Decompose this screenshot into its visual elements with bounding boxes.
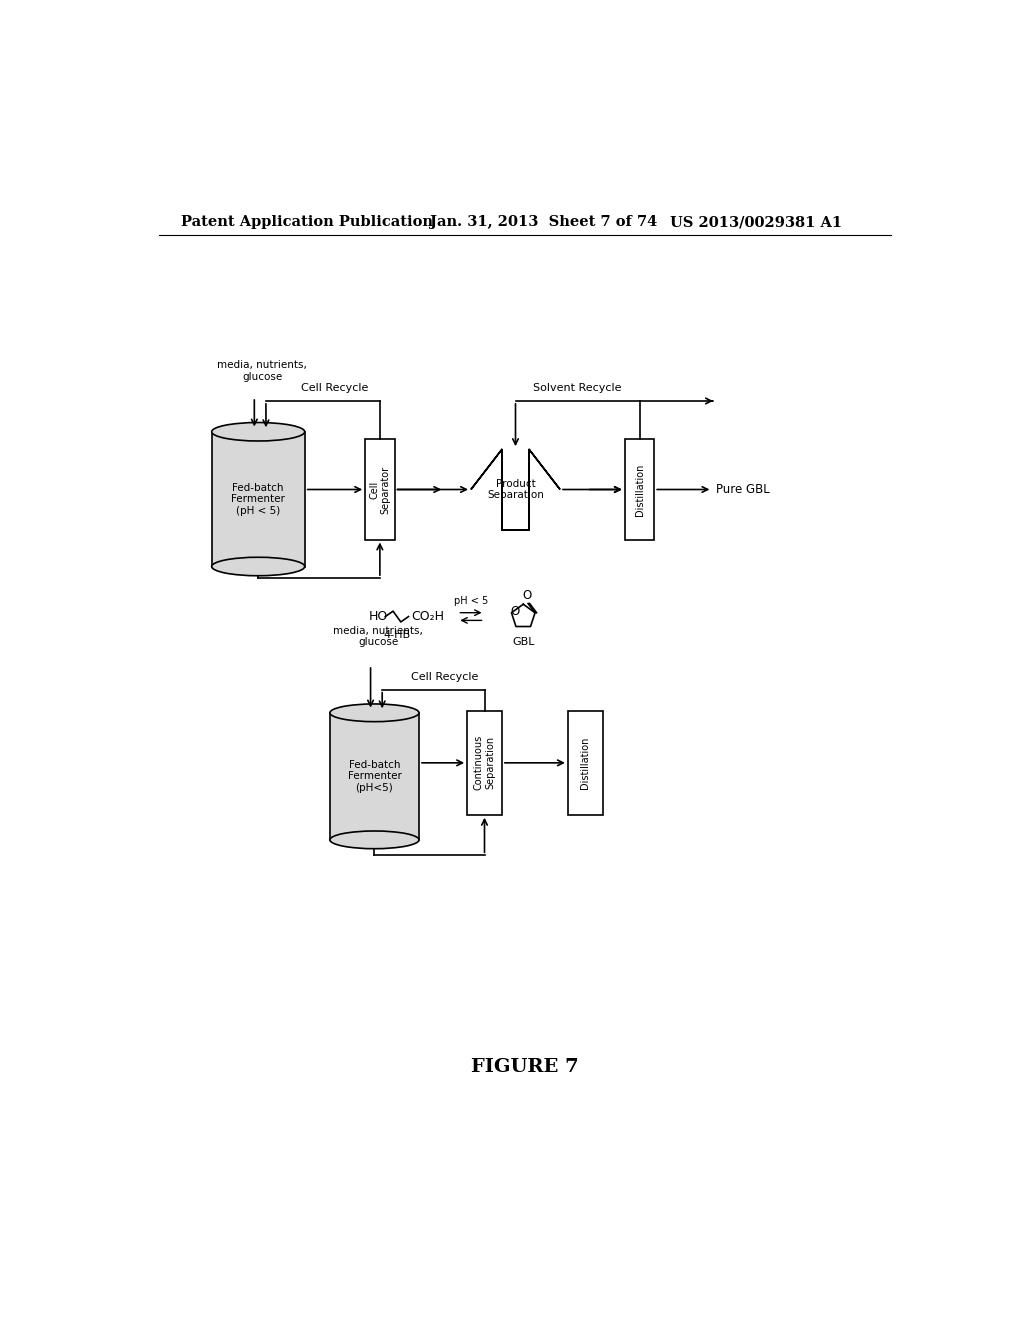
Bar (625, 440, 654, 540)
Text: Distillation: Distillation (581, 737, 590, 789)
Bar (212, 432, 305, 566)
Ellipse shape (330, 704, 419, 722)
Ellipse shape (212, 557, 305, 576)
Text: O: O (522, 589, 531, 602)
Polygon shape (471, 449, 560, 529)
Bar (330, 713, 419, 840)
Text: Fed-batch
Fermenter
(pH<5): Fed-batch Fermenter (pH<5) (347, 760, 401, 793)
Text: HO: HO (369, 610, 387, 623)
Text: Pure GBL: Pure GBL (716, 483, 770, 496)
Ellipse shape (330, 832, 419, 849)
Text: Patent Application Publication: Patent Application Publication (180, 215, 433, 230)
Text: US 2013/0029381 A1: US 2013/0029381 A1 (671, 215, 843, 230)
Text: Continuous
Separation: Continuous Separation (474, 735, 496, 791)
Text: 4-HB: 4-HB (383, 631, 411, 640)
Text: Product
Separation: Product Separation (487, 479, 544, 500)
Ellipse shape (212, 422, 305, 441)
Text: media, nutrients,
glucose: media, nutrients, glucose (334, 626, 423, 647)
Text: GBL: GBL (512, 636, 535, 647)
Bar (467, 711, 502, 814)
Text: CO₂H: CO₂H (411, 610, 443, 623)
Text: Solvent Recycle: Solvent Recycle (534, 383, 622, 393)
Text: Cell
Separator: Cell Separator (369, 466, 391, 513)
Text: FIGURE 7: FIGURE 7 (471, 1059, 579, 1076)
Bar (366, 440, 394, 540)
Text: O: O (510, 605, 519, 618)
Bar (568, 711, 603, 814)
Text: pH < 5: pH < 5 (454, 595, 488, 606)
Text: Jan. 31, 2013  Sheet 7 of 74: Jan. 31, 2013 Sheet 7 of 74 (430, 215, 657, 230)
Text: Distillation: Distillation (635, 463, 644, 516)
Text: Cell Recycle: Cell Recycle (301, 383, 369, 393)
Text: Fed-batch
Fermenter
(pH < 5): Fed-batch Fermenter (pH < 5) (231, 483, 285, 516)
Text: media, nutrients,
glucose: media, nutrients, glucose (217, 360, 307, 381)
Text: Cell Recycle: Cell Recycle (412, 672, 478, 682)
